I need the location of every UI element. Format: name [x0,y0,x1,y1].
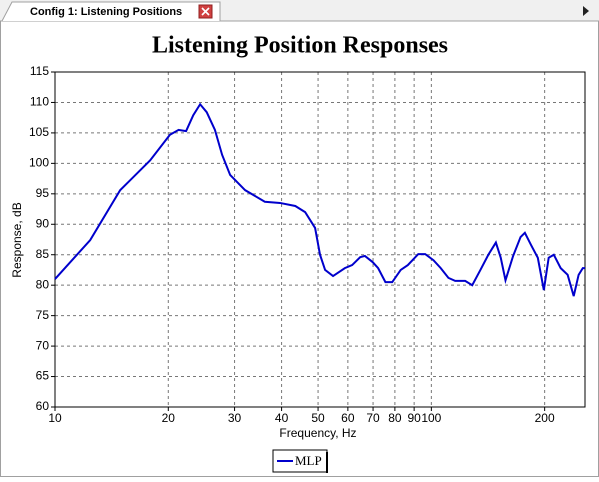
plot-border [54,71,586,408]
tab-title[interactable]: Config 1: Listening Positions [30,6,182,18]
x-tick-label: 90 [407,411,421,425]
x-tick-label: 30 [228,411,242,425]
x-axis-label: Frequency, Hz [279,426,356,440]
tab-close[interactable] [198,4,213,19]
legend-label: MLP [295,453,322,468]
x-tick-label: 20 [162,411,176,425]
x-tick-label: 100 [421,411,441,425]
x-tick-label: 80 [388,411,402,425]
y-tick-label: 70 [36,338,50,352]
chart-title: Listening Position Responses [152,33,448,59]
x-tick-label: 10 [48,411,62,425]
y-tick-label: 65 [36,369,50,383]
y-tick-label: 100 [29,156,49,170]
y-tick-label: 95 [36,186,50,200]
x-tick-label: 50 [311,411,325,425]
scroll-right[interactable] [583,6,589,16]
data-line [54,102,585,297]
y-tick-label: 115 [30,64,49,78]
y-tick-label: 90 [36,216,50,230]
y-tick-label: 75 [36,308,50,322]
tab[interactable] [1,1,221,22]
y-tick-label: 85 [36,247,50,261]
y-tick-label: 80 [36,277,50,291]
y-axis-label: Response, dB [10,202,24,277]
y-tick-label: 105 [29,125,49,139]
legend: MLP [272,449,328,473]
y-tick-label: 60 [36,399,50,413]
x-tick-label: 40 [275,411,289,425]
x-tick-label: 60 [341,411,355,425]
y-tick-label: 110 [30,95,49,109]
x-tick-label: 200 [535,411,555,425]
x-tick-label: 70 [366,411,380,425]
